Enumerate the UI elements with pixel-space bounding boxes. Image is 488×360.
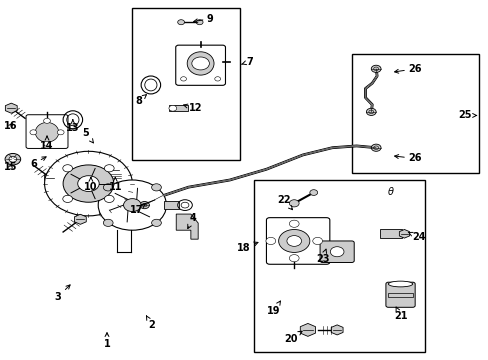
Circle shape (168, 105, 176, 111)
Circle shape (43, 141, 50, 146)
Circle shape (151, 219, 161, 226)
Polygon shape (330, 325, 343, 335)
Circle shape (214, 77, 220, 81)
Circle shape (177, 20, 184, 25)
Text: 15: 15 (4, 162, 17, 172)
Circle shape (289, 200, 299, 207)
Text: 11: 11 (108, 177, 122, 192)
Circle shape (9, 156, 17, 162)
Circle shape (196, 20, 203, 25)
Text: 25: 25 (457, 111, 475, 121)
Text: 9: 9 (193, 14, 213, 24)
Ellipse shape (35, 122, 59, 142)
Circle shape (62, 165, 72, 172)
Circle shape (191, 57, 209, 70)
FancyBboxPatch shape (26, 115, 68, 148)
Ellipse shape (387, 281, 412, 287)
Bar (254, 180, 424, 352)
Text: 23: 23 (315, 249, 328, 264)
Bar (168, 105, 188, 111)
Circle shape (104, 165, 114, 172)
Circle shape (44, 151, 132, 216)
Circle shape (78, 176, 99, 192)
Text: $\theta$: $\theta$ (386, 185, 394, 197)
Circle shape (289, 220, 299, 227)
Ellipse shape (187, 52, 214, 75)
Text: 10: 10 (84, 177, 98, 192)
Circle shape (123, 199, 141, 212)
Circle shape (366, 108, 375, 116)
Circle shape (62, 195, 72, 202)
Text: 24: 24 (407, 232, 425, 242)
Text: 6: 6 (30, 157, 46, 169)
Text: 8: 8 (135, 95, 146, 106)
Polygon shape (44, 173, 56, 183)
Bar (379, 229, 401, 238)
Circle shape (30, 130, 37, 135)
Bar (163, 201, 178, 210)
Circle shape (370, 144, 380, 151)
Text: 5: 5 (82, 129, 93, 143)
Bar (132, 8, 239, 160)
Circle shape (57, 130, 64, 135)
Polygon shape (300, 323, 315, 336)
Circle shape (103, 219, 113, 226)
Polygon shape (399, 229, 408, 238)
Text: 17: 17 (129, 203, 145, 216)
Circle shape (84, 171, 98, 181)
Circle shape (330, 247, 343, 257)
Circle shape (370, 65, 380, 72)
FancyBboxPatch shape (175, 45, 225, 85)
Polygon shape (109, 165, 121, 175)
FancyBboxPatch shape (385, 282, 414, 307)
Circle shape (278, 229, 309, 252)
Circle shape (289, 255, 299, 262)
Text: 14: 14 (40, 136, 54, 151)
Bar (387, 293, 412, 297)
Text: 19: 19 (266, 301, 280, 316)
Text: 26: 26 (394, 64, 421, 74)
Circle shape (309, 190, 317, 195)
Circle shape (140, 202, 149, 209)
Circle shape (104, 195, 114, 202)
Text: 12: 12 (183, 103, 202, 113)
Text: 18: 18 (236, 242, 258, 253)
Circle shape (180, 77, 186, 81)
FancyBboxPatch shape (320, 241, 353, 262)
Polygon shape (5, 103, 17, 113)
Circle shape (286, 235, 301, 246)
Circle shape (43, 118, 50, 123)
Polygon shape (176, 214, 198, 239)
Text: 7: 7 (242, 57, 252, 67)
Text: 1: 1 (103, 333, 110, 349)
FancyBboxPatch shape (266, 218, 329, 264)
Text: 21: 21 (393, 307, 407, 321)
Text: 26: 26 (394, 153, 421, 163)
Circle shape (151, 184, 161, 191)
Circle shape (98, 180, 166, 230)
Circle shape (312, 237, 322, 244)
Bar (351, 54, 478, 173)
Text: 20: 20 (284, 331, 302, 343)
Circle shape (265, 237, 275, 244)
Polygon shape (74, 214, 86, 224)
Text: 13: 13 (66, 120, 80, 133)
Text: 3: 3 (55, 285, 70, 302)
Text: 2: 2 (146, 316, 155, 330)
Circle shape (63, 165, 114, 202)
Text: 22: 22 (276, 195, 292, 210)
Text: 16: 16 (4, 121, 17, 131)
Text: 4: 4 (187, 213, 196, 229)
Circle shape (103, 184, 113, 191)
Circle shape (5, 153, 20, 165)
Circle shape (87, 174, 94, 179)
